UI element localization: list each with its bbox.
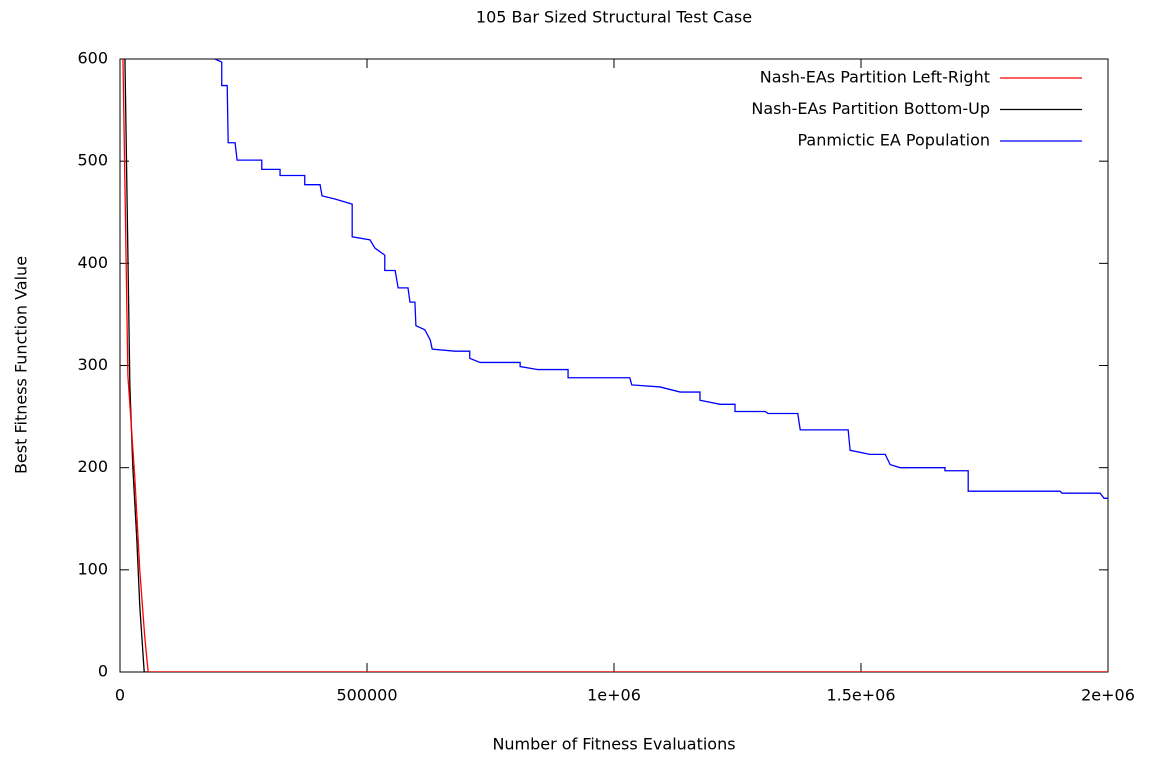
plot-area [122,59,1108,672]
x-tick-label: 0 [115,686,125,705]
y-tick-label: 100 [77,559,108,578]
plot-border [119,58,1109,673]
x-axis-label: Number of Fitness Evaluations [492,735,735,754]
y-tick-label: 500 [77,151,108,170]
y-tick-label: 0 [98,662,108,681]
y-tick-label: 600 [77,49,108,68]
series-line [124,59,1108,672]
series-line [214,59,1108,499]
legend-label: Nash-EAs Partition Bottom-Up [751,99,990,118]
legend-label: Panmictic EA Population [797,131,990,150]
x-tick-label: 1e+06 [587,686,641,705]
y-axis-label: Best Fitness Function Value [12,256,31,474]
y-tick-label: 400 [77,253,108,272]
y-tick-label: 300 [77,355,108,374]
x-tick-label: 500000 [336,686,397,705]
series-line [122,59,1108,672]
chart-title: 105 Bar Sized Structural Test Case [476,8,752,27]
legend-label: Nash-EAs Partition Left-Right [760,68,990,87]
y-tick-label: 200 [77,457,108,476]
x-tick-label: 1.5e+06 [826,686,895,705]
x-tick-label: 2e+06 [1081,686,1135,705]
